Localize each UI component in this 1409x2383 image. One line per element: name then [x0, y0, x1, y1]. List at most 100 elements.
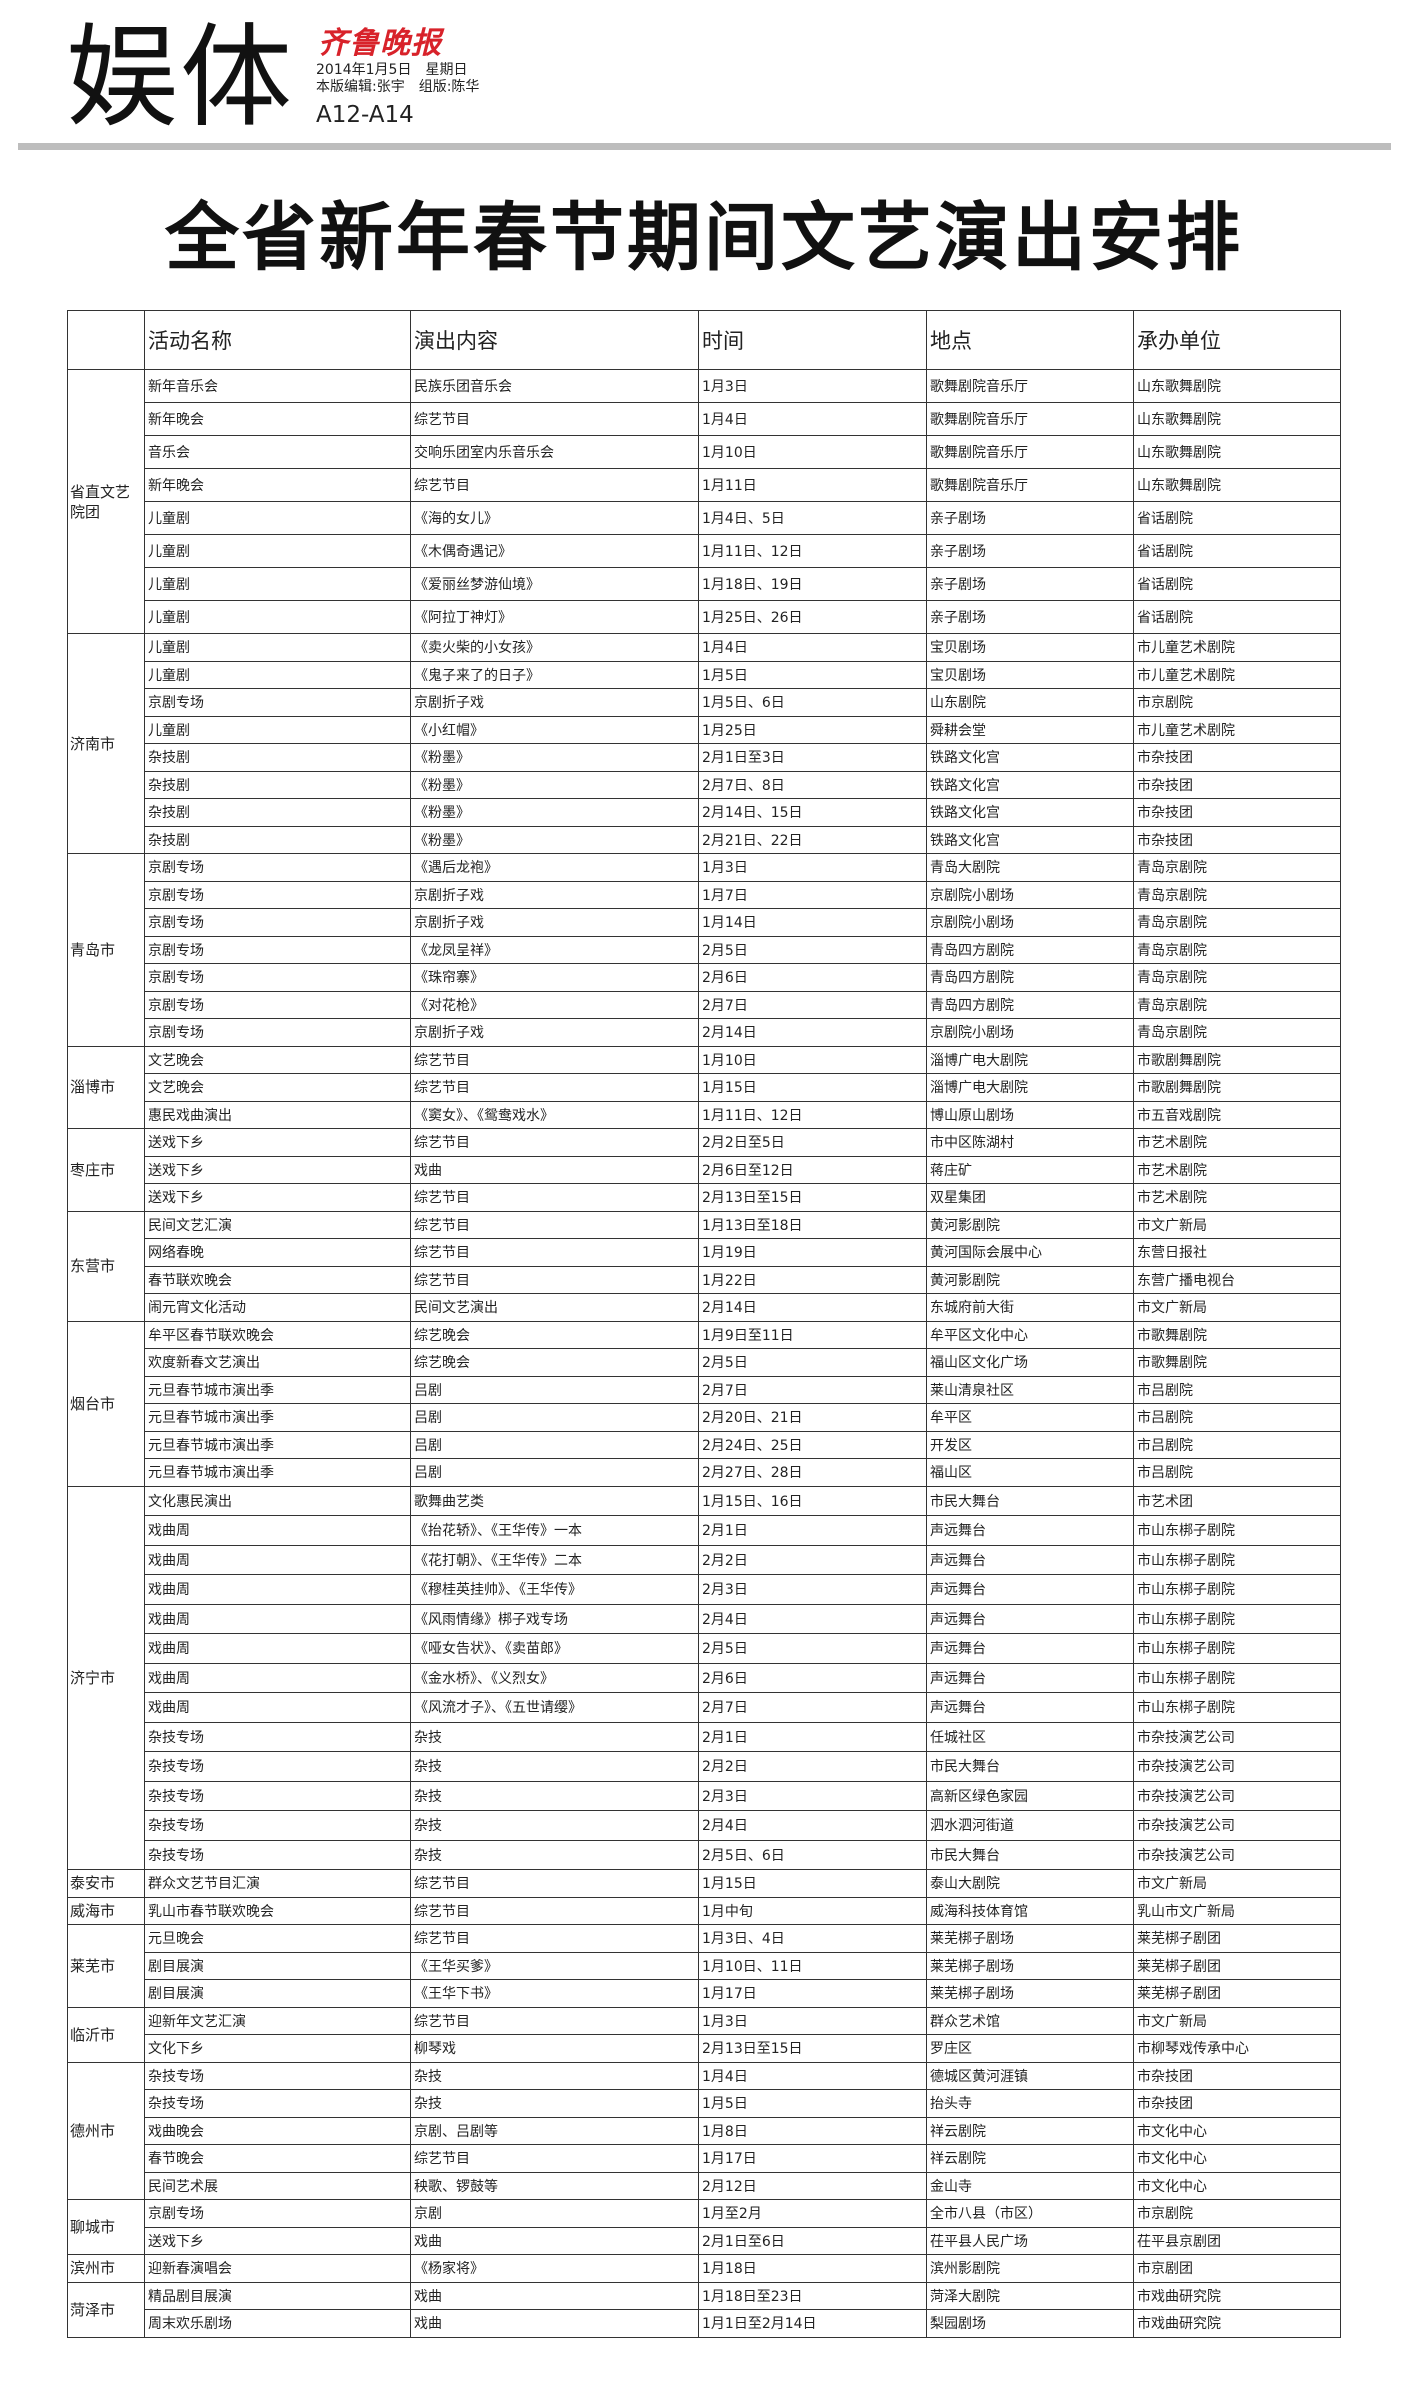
time-cell: 1月15日 — [698, 1073, 927, 1102]
table-row: 杂技剧 《粉墨》 2月7日、8日 铁路文化宫 市杂技团 — [68, 770, 1341, 799]
region-cell: 泰安市 — [67, 1869, 145, 1898]
region-cell: 滨州市 — [67, 2254, 145, 2283]
activity-name-cell: 杂技专场 — [144, 2089, 411, 2118]
time-cell: 1月5日、6日 — [698, 688, 927, 717]
table-row: 杂技专场 杂技 1月5日 抬头寺 市杂技团 — [68, 2089, 1341, 2118]
venue-cell: 声远舞台 — [926, 1692, 1134, 1723]
venue-cell: 声远舞台 — [926, 1574, 1134, 1605]
organizer-cell: 省话剧院 — [1133, 534, 1341, 568]
activity-name-cell: 乳山市春节联欢晚会 — [144, 1896, 411, 1925]
activity-name-cell: 杂技专场 — [144, 2061, 411, 2090]
time-cell: 2月1日至3日 — [698, 743, 927, 772]
newspaper-logo: 齐鲁晚报 — [318, 26, 442, 61]
table-row: 音乐会 交响乐团室内乐音乐会 1月10日 歌舞剧院音乐厅 山东歌舞剧院 — [68, 435, 1341, 469]
table-body: 省直文艺院团 新年音乐会 民族乐团音乐会 1月3日 歌舞剧院音乐厅 山东歌舞剧院 新年晚会综… — [67, 369, 1341, 2338]
table-row: 春节联欢晚会 综艺节目 1月22日 黄河影剧院 东营广播电视台 — [68, 1265, 1341, 1294]
time-cell: 2月3日 — [698, 1574, 927, 1605]
performance-content-cell: 《对花枪》 — [410, 990, 699, 1019]
performance-content-cell: 综艺节目 — [410, 468, 699, 502]
activity-name-cell: 杂技剧 — [144, 770, 411, 799]
time-cell: 1月14日 — [698, 908, 927, 937]
table-row: 京剧专场 京剧折子戏 2月14日 京剧院小剧场 青岛京剧院 — [68, 1018, 1341, 1047]
time-cell: 1月19日 — [698, 1238, 927, 1267]
venue-cell: 青岛四方剧院 — [926, 935, 1134, 964]
table-row: 戏曲晚会 京剧、吕剧等 1月8日 祥云剧院 市文化中心 — [68, 2116, 1341, 2145]
venue-cell: 淄博广电大剧院 — [926, 1073, 1134, 1102]
venue-cell: 任城社区 — [926, 1721, 1134, 1752]
organizer-cell: 山东歌舞剧院 — [1133, 402, 1341, 436]
organizer-cell: 市吕剧院 — [1133, 1458, 1341, 1487]
performance-content-cell: 戏曲 — [410, 2281, 699, 2310]
time-cell: 2月7日 — [698, 1375, 927, 1404]
time-cell: 2月14日、15日 — [698, 798, 927, 827]
table-row: 儿童剧 《爱丽丝梦游仙境》 1月18日、19日 亲子剧场 省话剧院 — [68, 567, 1341, 601]
performance-content-cell: 《粉墨》 — [410, 770, 699, 799]
header-activity: 活动名称 — [144, 310, 411, 370]
organizer-cell: 市京剧团 — [1133, 2254, 1341, 2283]
activity-name-cell: 京剧专场 — [144, 880, 411, 909]
performance-content-cell: 京剧 — [410, 2199, 699, 2228]
performance-content-cell: 京剧折子戏 — [410, 688, 699, 717]
venue-cell: 宝贝剧场 — [926, 633, 1134, 662]
venue-cell: 祥云剧院 — [926, 2144, 1134, 2173]
activity-name-cell: 杂技专场 — [144, 1780, 411, 1811]
activity-name-cell: 惠民戏曲演出 — [144, 1100, 411, 1129]
organizer-cell: 山东歌舞剧院 — [1133, 435, 1341, 469]
performance-content-cell: 《粉墨》 — [410, 825, 699, 854]
header-time: 时间 — [698, 310, 927, 370]
organizer-cell: 青岛京剧院 — [1133, 908, 1341, 937]
venue-cell: 铁路文化宫 — [926, 770, 1134, 799]
table-row: 戏曲周 《哑女告状》、《卖苗郎》 2月5日 声远舞台 市山东梆子剧院 — [68, 1633, 1341, 1664]
activity-name-cell: 戏曲周 — [144, 1633, 411, 1664]
performance-content-cell: 《鬼子来了的日子》 — [410, 660, 699, 689]
activity-name-cell: 杂技专场 — [144, 1721, 411, 1752]
venue-cell: 开发区 — [926, 1430, 1134, 1459]
organizer-cell: 青岛京剧院 — [1133, 1018, 1341, 1047]
venue-cell: 市民大舞台 — [926, 1751, 1134, 1782]
activity-name-cell: 民间文艺汇演 — [144, 1210, 411, 1239]
activity-name-cell: 文艺晚会 — [144, 1073, 411, 1102]
activity-name-cell: 京剧专场 — [144, 2199, 411, 2228]
region-cell: 青岛市 — [67, 853, 145, 1047]
performance-content-cell: 杂技 — [410, 2061, 699, 2090]
venue-cell: 市民大舞台 — [926, 1485, 1134, 1516]
time-cell: 1月中旬 — [698, 1896, 927, 1925]
venue-cell: 东城府前大街 — [926, 1293, 1134, 1322]
table-row: 京剧专场 《珠帘寨》 2月6日 青岛四方剧院 青岛京剧院 — [68, 963, 1341, 992]
table-row: 网络春晚 综艺节目 1月19日 黄河国际会展中心 东营日报社 — [68, 1238, 1341, 1267]
venue-cell: 声远舞台 — [926, 1544, 1134, 1575]
table-row: 杂技专场 杂技 2月2日 市民大舞台 市杂技演艺公司 — [68, 1751, 1341, 1782]
activity-name-cell: 送戏下乡 — [144, 2226, 411, 2255]
table-row: 文艺晚会 综艺节目 1月15日 淄博广电大剧院 市歌剧舞剧院 — [68, 1073, 1341, 1102]
table-row: 新年晚会 综艺节目 1月4日 歌舞剧院音乐厅 山东歌舞剧院 — [68, 402, 1341, 436]
organizer-cell: 市山东梆子剧院 — [1133, 1633, 1341, 1664]
table-row: 威海市 乳山市春节联欢晚会 综艺节目 1月中旬 威海科技体育馆 乳山市文广新局 — [67, 1896, 1341, 1925]
time-cell: 1月15日 — [698, 1869, 927, 1898]
time-cell: 1月17日 — [698, 1979, 927, 2008]
venue-cell: 茌平县人民广场 — [926, 2226, 1134, 2255]
table-row: 戏曲周 《抬花轿》、《王华传》一本 2月1日 声远舞台 市山东梆子剧院 — [68, 1515, 1341, 1546]
activity-name-cell: 儿童剧 — [144, 600, 411, 634]
activity-name-cell: 京剧专场 — [144, 990, 411, 1019]
venue-cell: 歌舞剧院音乐厅 — [926, 468, 1134, 502]
organizer-cell: 市杂技演艺公司 — [1133, 1780, 1341, 1811]
organizer-cell: 省话剧院 — [1133, 567, 1341, 601]
table-row: 元旦春节城市演出季 吕剧 2月7日 莱山清泉社区 市吕剧院 — [68, 1375, 1341, 1404]
header-divider — [18, 143, 1391, 150]
time-cell: 1月3日 — [698, 853, 927, 882]
activity-name-cell: 儿童剧 — [144, 633, 411, 662]
region-cell: 莱芜市 — [67, 1924, 145, 2008]
performance-content-cell: 杂技 — [410, 1839, 699, 1870]
activity-name-cell: 春节联欢晚会 — [144, 1265, 411, 1294]
organizer-cell: 莱芜梆子剧团 — [1133, 1979, 1341, 2008]
activity-name-cell: 京剧专场 — [144, 1018, 411, 1047]
region-cell: 菏泽市 — [67, 2281, 145, 2338]
performance-content-cell: 杂技 — [410, 1780, 699, 1811]
organizer-cell: 市艺术剧院 — [1133, 1155, 1341, 1184]
performance-content-cell: 京剧折子戏 — [410, 908, 699, 937]
organizer-cell: 山东歌舞剧院 — [1133, 369, 1341, 403]
organizer-cell: 市戏曲研究院 — [1133, 2309, 1341, 2338]
performance-content-cell: 综艺节目 — [410, 1265, 699, 1294]
activity-name-cell: 京剧专场 — [144, 963, 411, 992]
time-cell: 1月13日至18日 — [698, 1210, 927, 1239]
